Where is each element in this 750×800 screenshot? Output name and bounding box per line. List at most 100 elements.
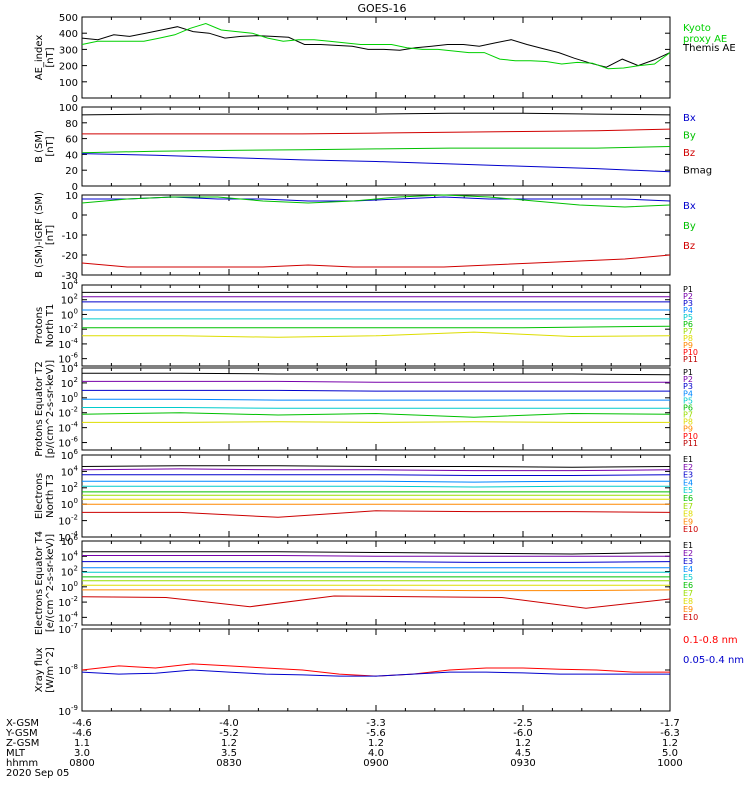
y-tick-label: 300 xyxy=(59,45,78,56)
series-e3 xyxy=(82,561,671,563)
x-row-value: -4.0 xyxy=(219,718,239,729)
panel-frame xyxy=(81,16,671,99)
y-tick-label: -10 xyxy=(62,231,78,242)
panel-ae: 0 100 200 300 400 500 AE_index [nT] Kyoto proxy A… xyxy=(34,13,736,105)
y-axis-label: Electrons Equator T4 xyxy=(34,531,45,635)
series-bx xyxy=(81,153,671,173)
date-label: 2020 Sep 05 xyxy=(6,768,69,779)
legend-entry: E2 xyxy=(683,549,693,558)
legend-entry: P10 xyxy=(683,348,698,357)
panel-frame xyxy=(81,194,671,276)
y-tick-label: 10-2 xyxy=(58,595,78,609)
legend-entry: Bx xyxy=(683,201,696,212)
x-row-value: -6.0 xyxy=(513,728,533,739)
series-p2 xyxy=(82,380,670,383)
series-by xyxy=(81,146,671,154)
y-tick-label: -20 xyxy=(62,251,78,262)
legend-entry: P2 xyxy=(683,292,693,301)
y-tick-label: 60 xyxy=(65,135,78,146)
x-row-label: MLT xyxy=(6,748,26,759)
legend-entry: P10 xyxy=(683,432,698,441)
series-e3 xyxy=(82,474,671,476)
legend-entry: P11 xyxy=(683,355,698,364)
legend-entry: Bz xyxy=(683,148,695,159)
y-tick-label: 0 xyxy=(72,182,78,193)
panel-frame xyxy=(81,367,671,451)
series-by xyxy=(81,194,671,208)
legend-entry: E4 xyxy=(683,478,693,487)
x-row-value: 4.5 xyxy=(515,748,531,759)
y-axis-label: Protons xyxy=(34,307,45,344)
legend-entry: P6 xyxy=(683,403,693,412)
x-row-value: 5.0 xyxy=(662,748,678,759)
y-tick-label: 10-2 xyxy=(58,514,78,528)
legend-entry: E5 xyxy=(683,486,693,495)
series-p5 xyxy=(82,407,670,409)
x-row-value: 0830 xyxy=(216,758,241,769)
series-e10 xyxy=(81,595,671,609)
legend-entry: By xyxy=(683,131,696,142)
x-row-value: -4.6 xyxy=(72,718,92,729)
legend-entry: E6 xyxy=(683,494,693,503)
legend-entry: Bx xyxy=(683,113,696,124)
legend-entry: P7 xyxy=(683,411,693,420)
y-tick-label: 106 xyxy=(61,534,79,548)
series-e9 xyxy=(82,589,671,592)
x-row-value: 1.2 xyxy=(662,738,678,749)
y-tick-label: 104 xyxy=(61,361,79,375)
y-tick-label: -30 xyxy=(62,271,78,282)
legend-entry: Bz xyxy=(683,241,695,252)
panel-bsm: 0 20 40 60 80 100 B (SM) [nT] Bx By Bz Bmag xyxy=(34,103,712,193)
x-row-value: 1000 xyxy=(657,758,682,769)
y-tick-label: 10-4 xyxy=(58,421,78,435)
y-axis-label: [nT] xyxy=(45,225,56,245)
legend-entry: P8 xyxy=(683,334,693,343)
x-row-label: Y-GSM xyxy=(5,728,38,739)
legend-entry: E1 xyxy=(683,541,693,550)
legend-entry: P8 xyxy=(683,418,693,427)
legend-entry: E8 xyxy=(683,597,693,606)
panel-xray: 10-9 10-8 10-7 Xray flux [W/m^2] 0.1-0.8 nm 0.… xyxy=(34,622,744,718)
y-tick-label: 10-2 xyxy=(58,322,78,336)
legend-entry: E6 xyxy=(683,581,693,590)
series-0-05-0-4-nm xyxy=(81,669,670,677)
panel-bigrf: -30 -20 -10 0 10 B (SM)-IGRF (SM) [nT] Bx By Bz xyxy=(34,191,696,282)
x-row-value: 1.2 xyxy=(515,738,531,749)
x-row-value: 0800 xyxy=(69,758,94,769)
legend-entry: P5 xyxy=(683,396,693,405)
y-axis-label: Electrons xyxy=(34,473,45,519)
legend-entry: P3 xyxy=(683,299,693,308)
y-tick-label: 100 xyxy=(59,78,78,89)
series-bz xyxy=(81,254,671,268)
y-axis-label: B (SM)-IGRF (SM) xyxy=(34,192,45,278)
legend-entry: E3 xyxy=(683,557,693,566)
series-e4 xyxy=(82,480,670,483)
y-axis-label: North T3 xyxy=(45,474,56,518)
y-tick-label: 102 xyxy=(61,376,78,390)
legend-entry: E8 xyxy=(683,510,693,519)
legend-entry: E10 xyxy=(683,525,698,534)
series-e1 xyxy=(81,465,671,468)
series-e1 xyxy=(82,551,671,555)
legend-entry: P1 xyxy=(683,285,693,294)
y-tick-label: 80 xyxy=(65,119,78,130)
y-tick-label: 104 xyxy=(61,549,79,563)
y-tick-label: 100 xyxy=(61,307,78,321)
x-row-value: 3.5 xyxy=(221,748,237,759)
x-row-label: X-GSM xyxy=(6,718,39,729)
y-tick-label: 10-7 xyxy=(58,622,78,636)
y-axis-label: [nT] xyxy=(45,136,56,156)
legend-entry: By xyxy=(683,221,696,232)
series-e2 xyxy=(82,555,670,557)
y-tick-label: 10 xyxy=(65,191,78,202)
series-kyoto-proxy-ae xyxy=(81,22,671,70)
legend-entry: E10 xyxy=(683,613,698,622)
y-tick-label: 10-2 xyxy=(58,406,78,420)
legend-entry: P2 xyxy=(683,375,693,384)
series-e10 xyxy=(82,510,671,518)
legend-entry: E2 xyxy=(683,463,693,472)
legend-entry: E9 xyxy=(683,605,693,614)
y-tick-label: 100 xyxy=(59,103,78,114)
x-row-value: -6.3 xyxy=(660,728,680,739)
